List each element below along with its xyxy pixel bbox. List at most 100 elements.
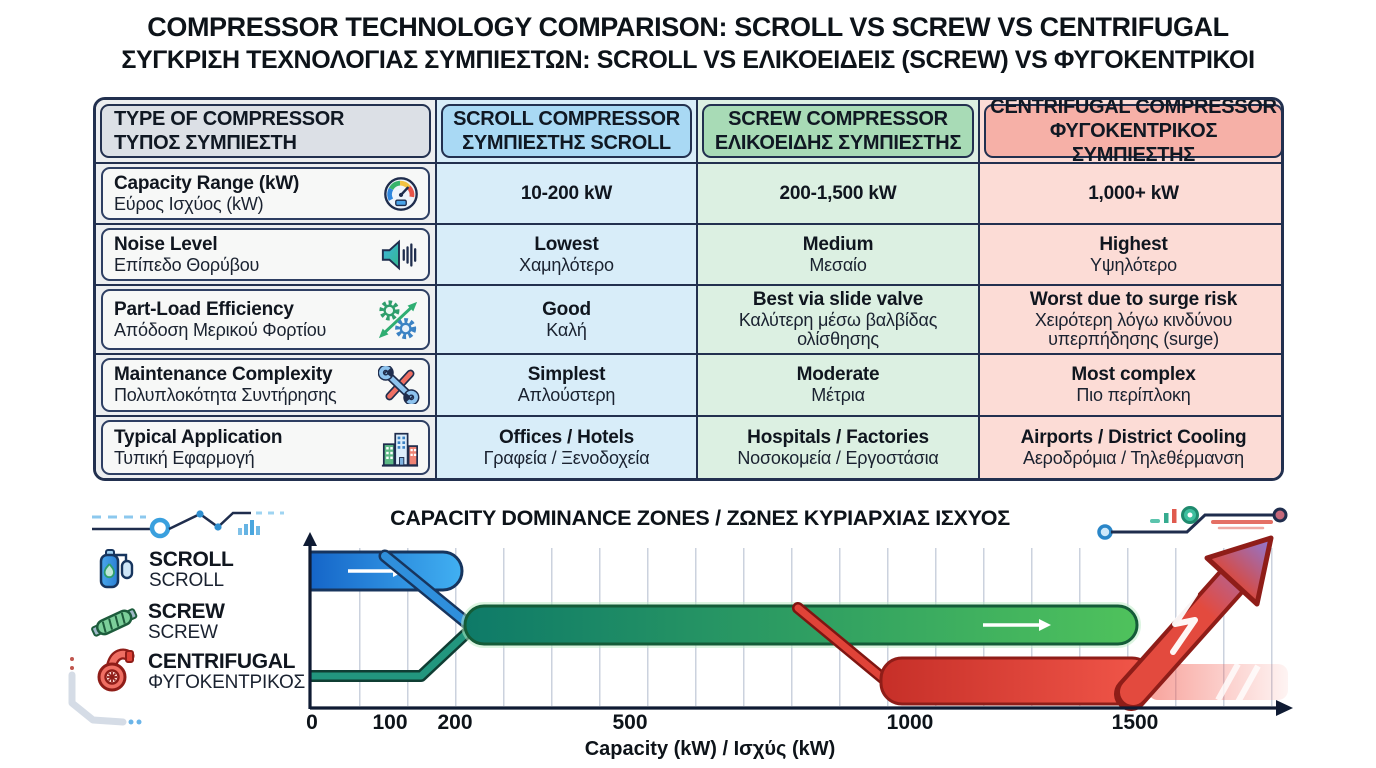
- legend-item-scroll: SCROLL SCROLL: [95, 546, 234, 594]
- chart-title: CAPACITY DOMINANCE ZONES / ΖΩΝΕΣ ΚΥΡΙΑΡΧ…: [390, 506, 1010, 530]
- header-screw-el: ΕΛΙΚΟΕΙΔΗΣ ΣΥΜΠΙΕΣΤΗΣ: [714, 132, 962, 154]
- x-axis-label: Capacity (kW) / Ισχύς (kW): [584, 738, 836, 760]
- legend-scroll-el: SCROLL: [149, 569, 224, 591]
- scroll-to-screw-connector: [381, 552, 477, 632]
- x-tick-0: 0: [306, 711, 318, 734]
- cell-maintenance-scroll: Simplest Απλούστερη: [437, 355, 698, 417]
- x-tick-100: 100: [372, 711, 408, 734]
- label-cell-noise: Noise Level Επίπεδο Θορύβου: [96, 225, 437, 286]
- row-label-el: Απόδοση Μερικού Φορτίου: [114, 319, 327, 340]
- cell-value: 1,000+ kW: [1088, 182, 1179, 204]
- row-label-en: Noise Level: [114, 233, 218, 255]
- centrifugal-baseline-connector: [310, 627, 473, 680]
- cell-value-en: Moderate: [796, 364, 880, 386]
- x-tick-1500: 1500: [1111, 711, 1159, 734]
- legend-screw-en: SCREW: [148, 599, 225, 623]
- x-tick-200: 200: [437, 711, 473, 734]
- cell-value: 10-200 kW: [520, 182, 613, 204]
- cell-value-el: Χειρότερη λόγω κινδύνου υπερπήδησης (sur…: [1034, 309, 1233, 350]
- cell-application-screw: Hospitals / Factories Νοσοκομεία / Εργοσ…: [698, 417, 980, 478]
- cell-value-en: Best via slide valve: [752, 288, 924, 310]
- centrifugal-zone-bar: [879, 656, 1155, 706]
- label-cell-maintenance: Maintenance Complexity Πολυπλοκότητα Συν…: [96, 355, 437, 417]
- cell-efficiency-screw: Best via slide valve Καλύτερη μέσω βαλβί…: [698, 286, 980, 355]
- legend-scroll-en: SCROLL: [149, 547, 234, 571]
- cell-value-el: Υψηλότερο: [1090, 254, 1177, 275]
- header-cell-scroll: SCROLL COMPRESSOR ΣΥΜΠΙΕΣΤΗΣ SCROLL: [437, 100, 698, 164]
- centrifugal-growth-arrowhead: [1204, 535, 1274, 607]
- comparison-table: TYPE OF COMPRESSOR ΤΥΠΟΣ ΣΥΜΠΙΕΣΤΗ SCROL…: [93, 97, 1284, 481]
- row-label-el: Τυπική Εφαρμογή: [114, 447, 255, 468]
- label-cell-application: Typical Application Τυπική Εφαρμογή: [96, 417, 437, 478]
- cell-value-el: Μεσαίο: [809, 254, 867, 275]
- header-cell-screw: SCREW COMPRESSOR ΕΛΙΚΟΕΙΔΗΣ ΣΥΜΠΙΕΣΤΗΣ: [698, 100, 980, 164]
- header-scroll-en: SCROLL COMPRESSOR: [453, 108, 680, 130]
- y-axis-arrow: [303, 532, 317, 546]
- cell-maintenance-centrifugal: Most complex Πιο περίπλοκη: [980, 355, 1281, 417]
- row-label-en: Maintenance Complexity: [114, 364, 333, 386]
- centrifugal-pump-icon: [97, 648, 135, 692]
- row-label-en: Part-Load Efficiency: [114, 298, 294, 320]
- screw-icon: [91, 608, 138, 637]
- cell-value-en: Offices / Hotels: [498, 426, 635, 448]
- header-centrifugal-el: ΦΥΓΟΚΕΝΤΡΙΚΟΣ ΣΥΜΠΙΕΣΤΗΣ: [1049, 120, 1218, 166]
- header-screw-en: SCREW COMPRESSOR: [728, 108, 948, 130]
- cell-value-en: Hospitals / Factories: [747, 426, 929, 448]
- cell-value-el: Αεροδρόμια / Τηλεθέρμανση: [1023, 447, 1244, 468]
- cell-value-en: Simplest: [527, 364, 606, 386]
- main-title-en: COMPRESSOR TECHNOLOGY COMPARISON: SCROLL…: [147, 12, 1229, 42]
- legend-screw-el: SCREW: [148, 621, 218, 643]
- row-label-el: Επίπεδο Θορύβου: [114, 254, 260, 275]
- label-cell-efficiency: Part-Load Efficiency Απόδοση Μερικού Φορ…: [96, 286, 437, 355]
- cell-capacity-screw: 200-1,500 kW: [698, 164, 980, 225]
- row-label-en: Typical Application: [114, 426, 283, 448]
- cell-application-centrifugal: Airports / District Cooling Αεροδρόμια /…: [980, 417, 1281, 478]
- decor-line-chart-doodle-right: [1097, 506, 1288, 540]
- cell-value-en: Most complex: [1071, 364, 1196, 386]
- row-label-el: Πολυπλοκότητα Συντήρησης: [114, 385, 337, 406]
- cell-application-scroll: Offices / Hotels Γραφεία / Ξενοδοχεία: [437, 417, 698, 478]
- cell-value-el: Καλύτερη μέσω βαλβίδας ολίσθησης: [738, 309, 938, 350]
- cell-value-el: Απλούστερη: [517, 385, 616, 406]
- main-title-el: ΣΥΓΚΡΙΣΗ ΤΕΧΝΟΛΟΓΙΑΣ ΣΥΜΠΙΕΣΤΩΝ: SCROLL …: [121, 46, 1255, 74]
- row-label-en: Capacity Range (kW): [114, 172, 300, 194]
- tools-icon: [378, 366, 420, 404]
- gears-icon: [378, 299, 418, 339]
- gauge-icon: [384, 176, 418, 211]
- header-type-en: TYPE OF COMPRESSOR: [114, 108, 345, 130]
- header-centrifugal-en: CENTRIFUGAL COMPRESSOR: [990, 97, 1277, 118]
- buildings-icon: [381, 432, 419, 467]
- scroll-tank-icon: [99, 549, 134, 589]
- decor-line-chart-doodle-left: [92, 510, 284, 539]
- header-scroll-el: ΣΥΜΠΙΕΣΤΗΣ SCROLL: [462, 132, 671, 154]
- legend-item-centrifugal: CENTRIFUGAL ΦΥΓΟΚΕΝΤΡΙΚΟΣ: [92, 648, 305, 696]
- cell-value-el: Γραφεία / Ξενοδοχεία: [483, 447, 650, 468]
- cell-value-en: Airports / District Cooling: [1020, 426, 1247, 448]
- header-cell-type: TYPE OF COMPRESSOR ΤΥΠΟΣ ΣΥΜΠΙΕΣΤΗ: [96, 100, 437, 164]
- cell-value-el: Νοσοκομεία / Εργοστάσια: [737, 447, 939, 468]
- cell-noise-centrifugal: Highest Υψηλότερο: [980, 225, 1281, 286]
- cell-value-en: Worst due to surge risk: [1029, 288, 1238, 310]
- cell-capacity-centrifugal: 1,000+ kW: [980, 164, 1281, 225]
- cell-noise-scroll: Lowest Χαμηλότερο: [437, 225, 698, 286]
- cell-value: 200-1,500 kW: [779, 182, 897, 204]
- decor-corner-line: [68, 657, 142, 726]
- cell-value-el: Πιο περίπλοκη: [1076, 385, 1191, 406]
- row-label-el: Εύρος Ισχύος (kW): [114, 193, 264, 214]
- cell-noise-screw: Medium Μεσαίο: [698, 225, 980, 286]
- cell-maintenance-screw: Moderate Μέτρια: [698, 355, 980, 417]
- cell-value-en: Highest: [1099, 233, 1168, 255]
- header-cell-centrifugal: CENTRIFUGAL COMPRESSOR ΦΥΓΟΚΕΝΤΡΙΚΟΣ ΣΥΜ…: [980, 97, 1281, 166]
- label-cell-capacity: Capacity Range (kW) Εύρος Ισχύος (kW): [96, 164, 437, 225]
- x-tick-1000: 1000: [886, 711, 934, 734]
- x-axis-arrow: [1276, 700, 1293, 716]
- cell-value-en: Good: [542, 298, 591, 320]
- x-tick-500: 500: [612, 711, 648, 734]
- cell-value-en: Medium: [802, 233, 874, 255]
- cell-value-el: Καλή: [546, 319, 587, 340]
- cell-capacity-scroll: 10-200 kW: [437, 164, 698, 225]
- cell-efficiency-centrifugal: Worst due to surge risk Χειρότερη λόγω κ…: [980, 286, 1281, 355]
- legend-centrifugal-el: ΦΥΓΟΚΕΝΤΡΙΚΟΣ: [148, 671, 306, 693]
- centrifugal-rise-connector: [794, 604, 889, 684]
